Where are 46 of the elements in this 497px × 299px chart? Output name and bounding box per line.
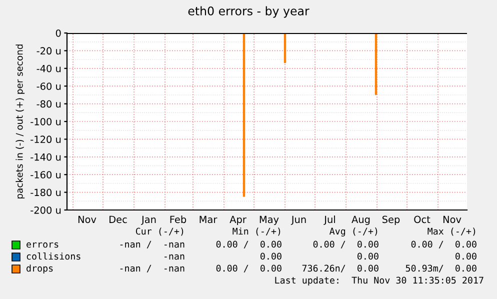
- y-axis-title: packets in (-) / out (+) per second: [16, 44, 25, 198]
- text: Cur (-/+): [136, 228, 184, 236]
- text: 0.00: [456, 252, 476, 260]
- x-tick-label: Apr: [230, 216, 246, 225]
- text: Avg (-/+): [330, 228, 378, 236]
- legend-label: errors: [26, 242, 58, 248]
- y-tick-label: -20 u: [36, 47, 61, 55]
- x-tick-label: Jun: [290, 216, 306, 225]
- text: 0.00 / 0.00: [216, 240, 282, 248]
- x-tick-label: Nov: [443, 216, 462, 224]
- text: 0.00: [260, 252, 282, 260]
- y-tick-label: 0: [56, 29, 61, 37]
- x-tick-label: Feb: [170, 216, 186, 224]
- text: 0.00 / 0.00: [411, 240, 476, 248]
- text: -nan / -nan: [120, 264, 184, 272]
- y-tick-label: -60 u: [36, 82, 61, 90]
- y-tick-label: -120 u: [30, 136, 61, 144]
- y-tick-label: -180 u: [30, 188, 61, 196]
- x-tick-label: Dec: [110, 216, 127, 224]
- x-tick-label: Mar: [200, 216, 218, 224]
- y-tick-label: -160 u: [30, 171, 61, 178]
- y-tick-label: -140 u: [30, 153, 61, 161]
- legend-label: drops: [26, 264, 53, 274]
- text: Last update: Thu Nov 30 11:35:05 2017: [275, 276, 484, 286]
- text: 736.26n/ 0.00: [302, 264, 378, 272]
- x-tick-label: Aug: [352, 216, 370, 225]
- text: Max (-/+): [428, 228, 476, 236]
- text: Min (-/+): [232, 228, 280, 236]
- text: 50.93m/ 0.00: [406, 264, 476, 272]
- x-tick-label: Nov: [78, 216, 96, 224]
- x-tick-label: Oct: [414, 216, 430, 224]
- text: -nan / -nan: [120, 240, 184, 248]
- y-tick-label: -200 u: [30, 206, 61, 214]
- x-tick-label: Jan: [141, 216, 156, 225]
- text: -nan: [164, 254, 184, 260]
- x-tick-label: May: [260, 216, 279, 225]
- chart-title: eth0 errors - by year: [188, 6, 310, 18]
- x-tick-label: Sep: [382, 216, 400, 225]
- text: 0.00 / 0.00: [216, 264, 282, 272]
- y-tick-label: -40 u: [36, 64, 61, 72]
- text: 0.00: [358, 252, 378, 260]
- text: 0.00 / 0.00: [313, 240, 378, 248]
- y-tick-label: -100 u: [30, 118, 61, 126]
- legend-label: collisions: [26, 252, 80, 260]
- x-tick-label: Jul: [324, 216, 335, 225]
- y-tick-label: -80 u: [36, 100, 61, 108]
